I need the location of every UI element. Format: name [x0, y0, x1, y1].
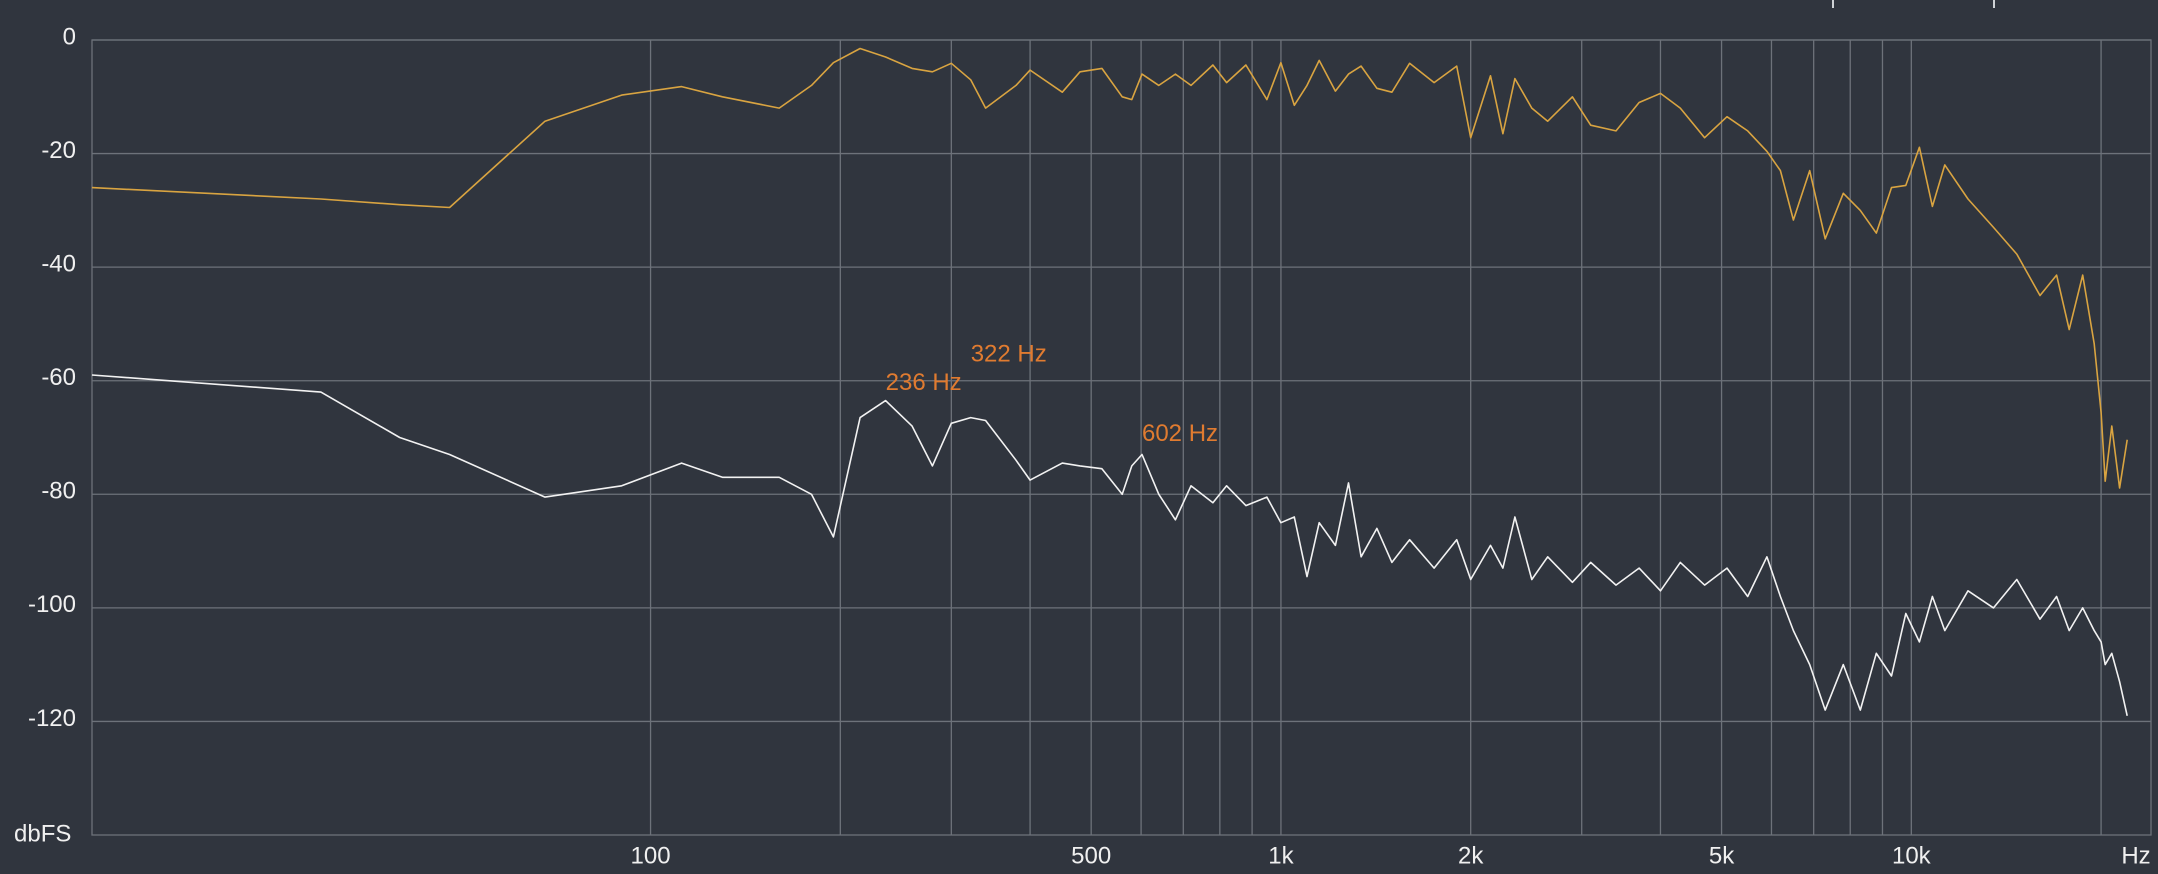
- y-tick-label: -40: [41, 250, 76, 277]
- x-tick-label: 100: [631, 842, 671, 869]
- peak-annotation: 322 Hz: [971, 341, 1047, 368]
- peak-annotation: 236 Hz: [886, 369, 962, 396]
- series-line: [91, 47, 2128, 489]
- x-tick-label: 1k: [1268, 842, 1294, 869]
- x-tick-label: 5k: [1709, 842, 1735, 869]
- y-tick-label: -60: [41, 364, 76, 391]
- y-axis-label: dbFS: [14, 820, 71, 847]
- y-tick-label: 0: [63, 23, 76, 50]
- y-tick-label: -100: [28, 591, 76, 618]
- y-tick-label: -120: [28, 705, 76, 732]
- x-axis-label: Hz: [2121, 842, 2150, 869]
- x-tick-label: 10k: [1892, 842, 1932, 869]
- x-tick-label: 2k: [1458, 842, 1484, 869]
- y-tick-label: -20: [41, 137, 76, 164]
- series-line: [91, 374, 2128, 716]
- x-tick-label: 500: [1071, 842, 1111, 869]
- peak-annotation: 602 Hz: [1142, 420, 1218, 447]
- y-tick-label: -80: [41, 478, 76, 505]
